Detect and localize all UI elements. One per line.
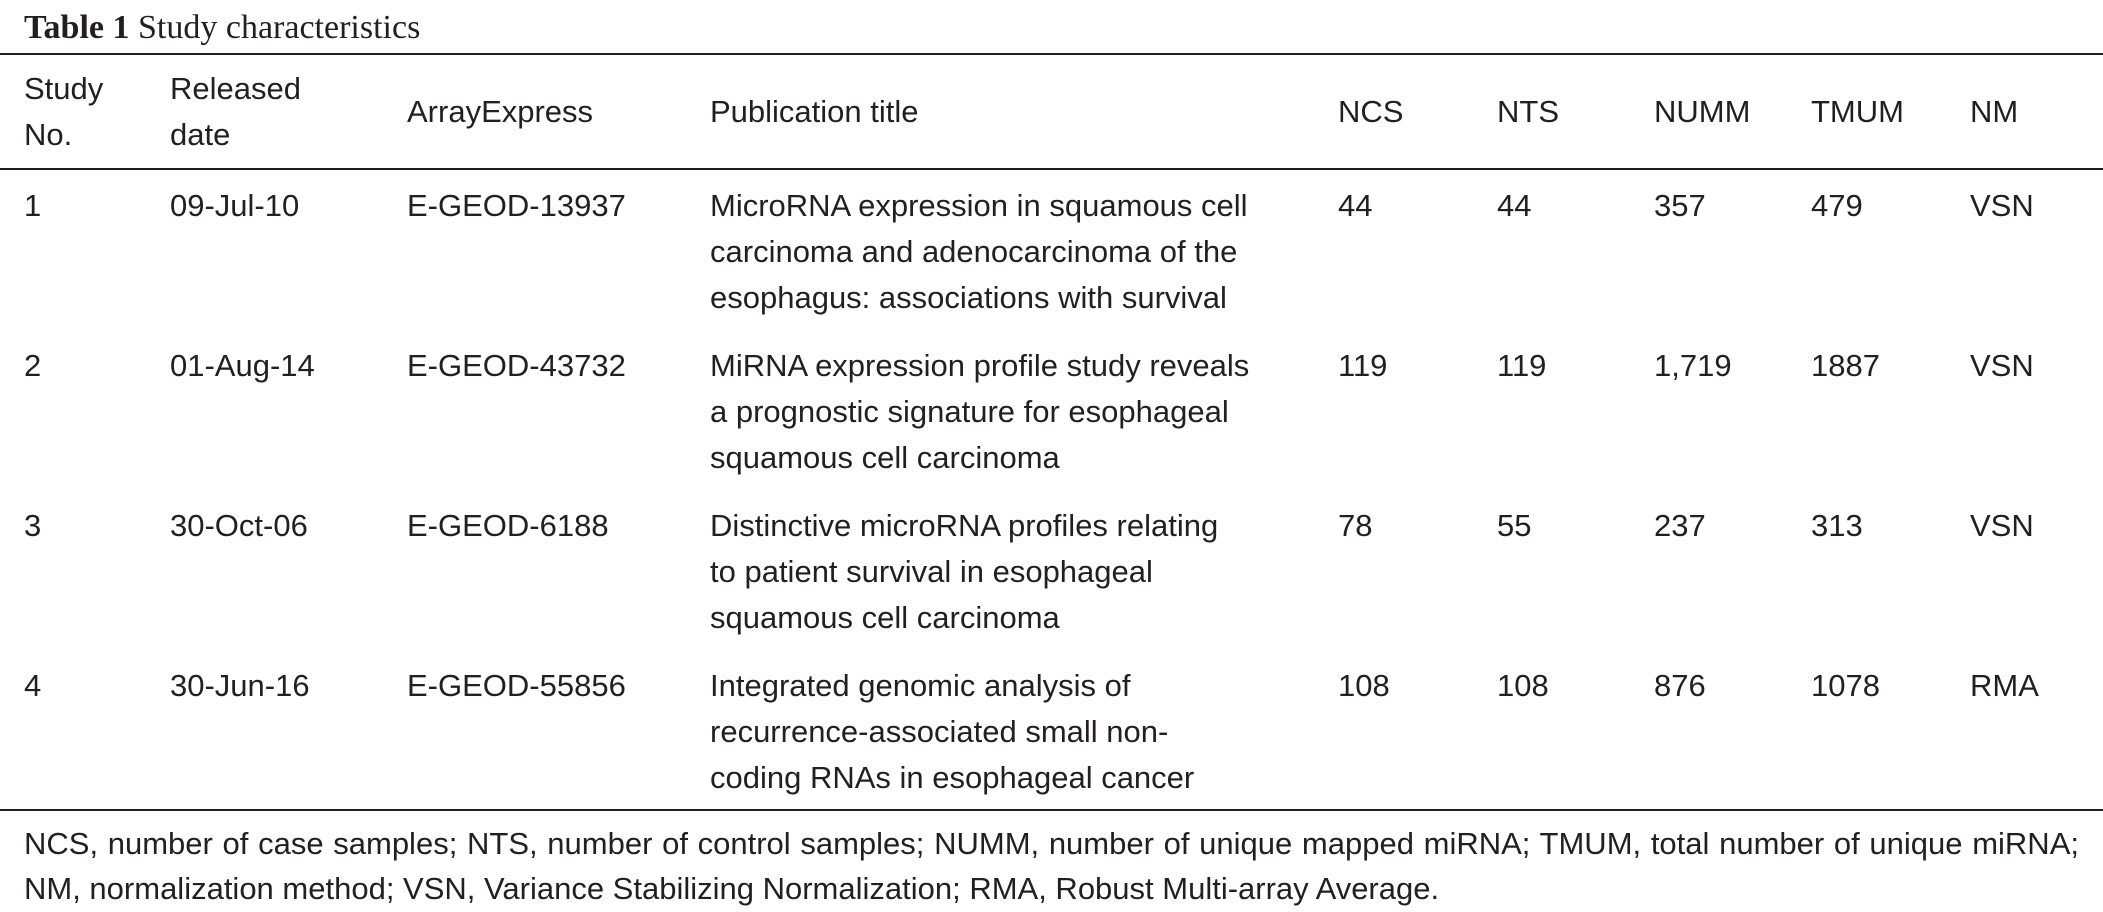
header-tmum: TMUM bbox=[1811, 93, 1904, 129]
cell-tmum: 1078 bbox=[1811, 668, 1880, 703]
header-released-date: Released date bbox=[170, 70, 301, 152]
cell-nts: 44 bbox=[1497, 188, 1532, 223]
cell-publication-title: MicroRNA expression in squamous cell carc… bbox=[710, 188, 1248, 315]
header-study-no: Study No. bbox=[24, 70, 104, 152]
cell-arrayexpress: E-GEOD-43732 bbox=[407, 348, 626, 383]
table-label: Table 1 bbox=[24, 9, 130, 46]
table-header: Study No. Released date ArrayExpress Publi… bbox=[0, 55, 2103, 168]
top-rule bbox=[0, 53, 2103, 55]
cell-ncs: 108 bbox=[1338, 668, 1390, 703]
table-row: 2 01-Aug-14 E-GEOD-43732 MiRNA expressio… bbox=[0, 328, 2103, 488]
cell-nts: 55 bbox=[1497, 508, 1532, 543]
study-table: Study No. Released date ArrayExpress Publi… bbox=[0, 55, 2103, 808]
header-nm: NM bbox=[1970, 93, 2019, 129]
cell-nts: 119 bbox=[1497, 348, 1547, 383]
table-row: 1 09-Jul-10 E-GEOD-13937 MicroRNA expres… bbox=[0, 168, 2103, 328]
cell-study-no: 3 bbox=[24, 508, 42, 543]
cell-nm: VSN bbox=[1970, 348, 2034, 383]
header-nts: NTS bbox=[1497, 93, 1559, 129]
cell-arrayexpress: E-GEOD-13937 bbox=[407, 188, 626, 223]
table-body: 1 09-Jul-10 E-GEOD-13937 MicroRNA expres… bbox=[0, 168, 2103, 808]
cell-numm: 357 bbox=[1654, 188, 1706, 223]
cell-publication-title: MiRNA expression profile study reveals a … bbox=[710, 348, 1250, 475]
cell-tmum: 479 bbox=[1811, 188, 1863, 223]
cell-study-no: 1 bbox=[24, 188, 42, 223]
cell-publication-title: Distinctive microRNA profiles relating to… bbox=[710, 508, 1219, 635]
table-row: 4 30-Jun-16 E-GEOD-55856 Integrated geno… bbox=[0, 648, 2103, 808]
cell-released-date: 09-Jul-10 bbox=[170, 188, 300, 223]
header-publication-title: Publication title bbox=[710, 93, 919, 129]
cell-study-no: 4 bbox=[24, 668, 42, 703]
cell-nm: RMA bbox=[1970, 668, 2039, 703]
cell-ncs: 119 bbox=[1338, 348, 1388, 383]
header-arrayexpress: ArrayExpress bbox=[407, 93, 594, 129]
cell-numm: 876 bbox=[1654, 668, 1706, 703]
cell-arrayexpress: E-GEOD-55856 bbox=[407, 668, 626, 703]
cell-nts: 108 bbox=[1497, 668, 1549, 703]
table-caption: Table 1 Study characteristics bbox=[24, 6, 420, 50]
header-ncs: NCS bbox=[1338, 93, 1404, 129]
cell-released-date: 01-Aug-14 bbox=[170, 348, 315, 383]
header-rule bbox=[0, 168, 2103, 170]
cell-ncs: 44 bbox=[1338, 188, 1373, 223]
cell-nm: VSN bbox=[1970, 188, 2034, 223]
cell-tmum: 1887 bbox=[1811, 348, 1880, 383]
cell-tmum: 313 bbox=[1811, 508, 1863, 543]
cell-nm: VSN bbox=[1970, 508, 2034, 543]
table-title: Study characteristics bbox=[138, 9, 421, 46]
header-row: Study No. Released date ArrayExpress Publi… bbox=[0, 55, 2103, 168]
cell-numm: 1,719 bbox=[1654, 348, 1732, 383]
cell-publication-title: Integrated genomic analysis of recurrence… bbox=[710, 668, 1195, 795]
table-row: 3 30-Oct-06 E-GEOD-6188 Distinctive micr… bbox=[0, 488, 2103, 648]
cell-released-date: 30-Oct-06 bbox=[170, 508, 308, 543]
cell-numm: 237 bbox=[1654, 508, 1706, 543]
cell-arrayexpress: E-GEOD-6188 bbox=[407, 508, 609, 543]
header-numm: NUMM bbox=[1654, 93, 1751, 129]
cell-study-no: 2 bbox=[24, 348, 42, 383]
table-footnote: NCS, number of case samples; NTS, number… bbox=[24, 826, 2079, 906]
bottom-rule bbox=[0, 809, 2103, 811]
cell-ncs: 78 bbox=[1338, 508, 1373, 543]
cell-released-date: 30-Jun-16 bbox=[170, 668, 310, 703]
